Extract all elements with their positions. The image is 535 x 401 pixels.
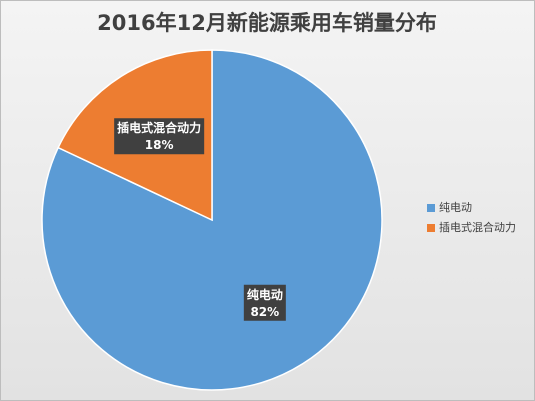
legend-swatch [427,204,435,212]
data-label-category: 纯电动 [247,287,283,302]
legend-swatch [427,224,435,232]
chart-title: 2016年12月新能源乘用车销量分布 [97,11,437,35]
legend-label: 纯电动 [439,201,472,214]
legend-label: 插电式混合动力 [439,220,516,234]
data-label-value: 82% [250,305,279,319]
data-label: 纯电动 82% [243,284,286,321]
data-label-value: 18% [145,138,174,152]
data-label-box [114,118,205,155]
pie-slice [41,49,383,391]
data-label-box [243,284,286,321]
data-label: 插电式混合动力 18% [114,118,205,155]
data-label-category: 插电式混合动力 [117,120,201,135]
